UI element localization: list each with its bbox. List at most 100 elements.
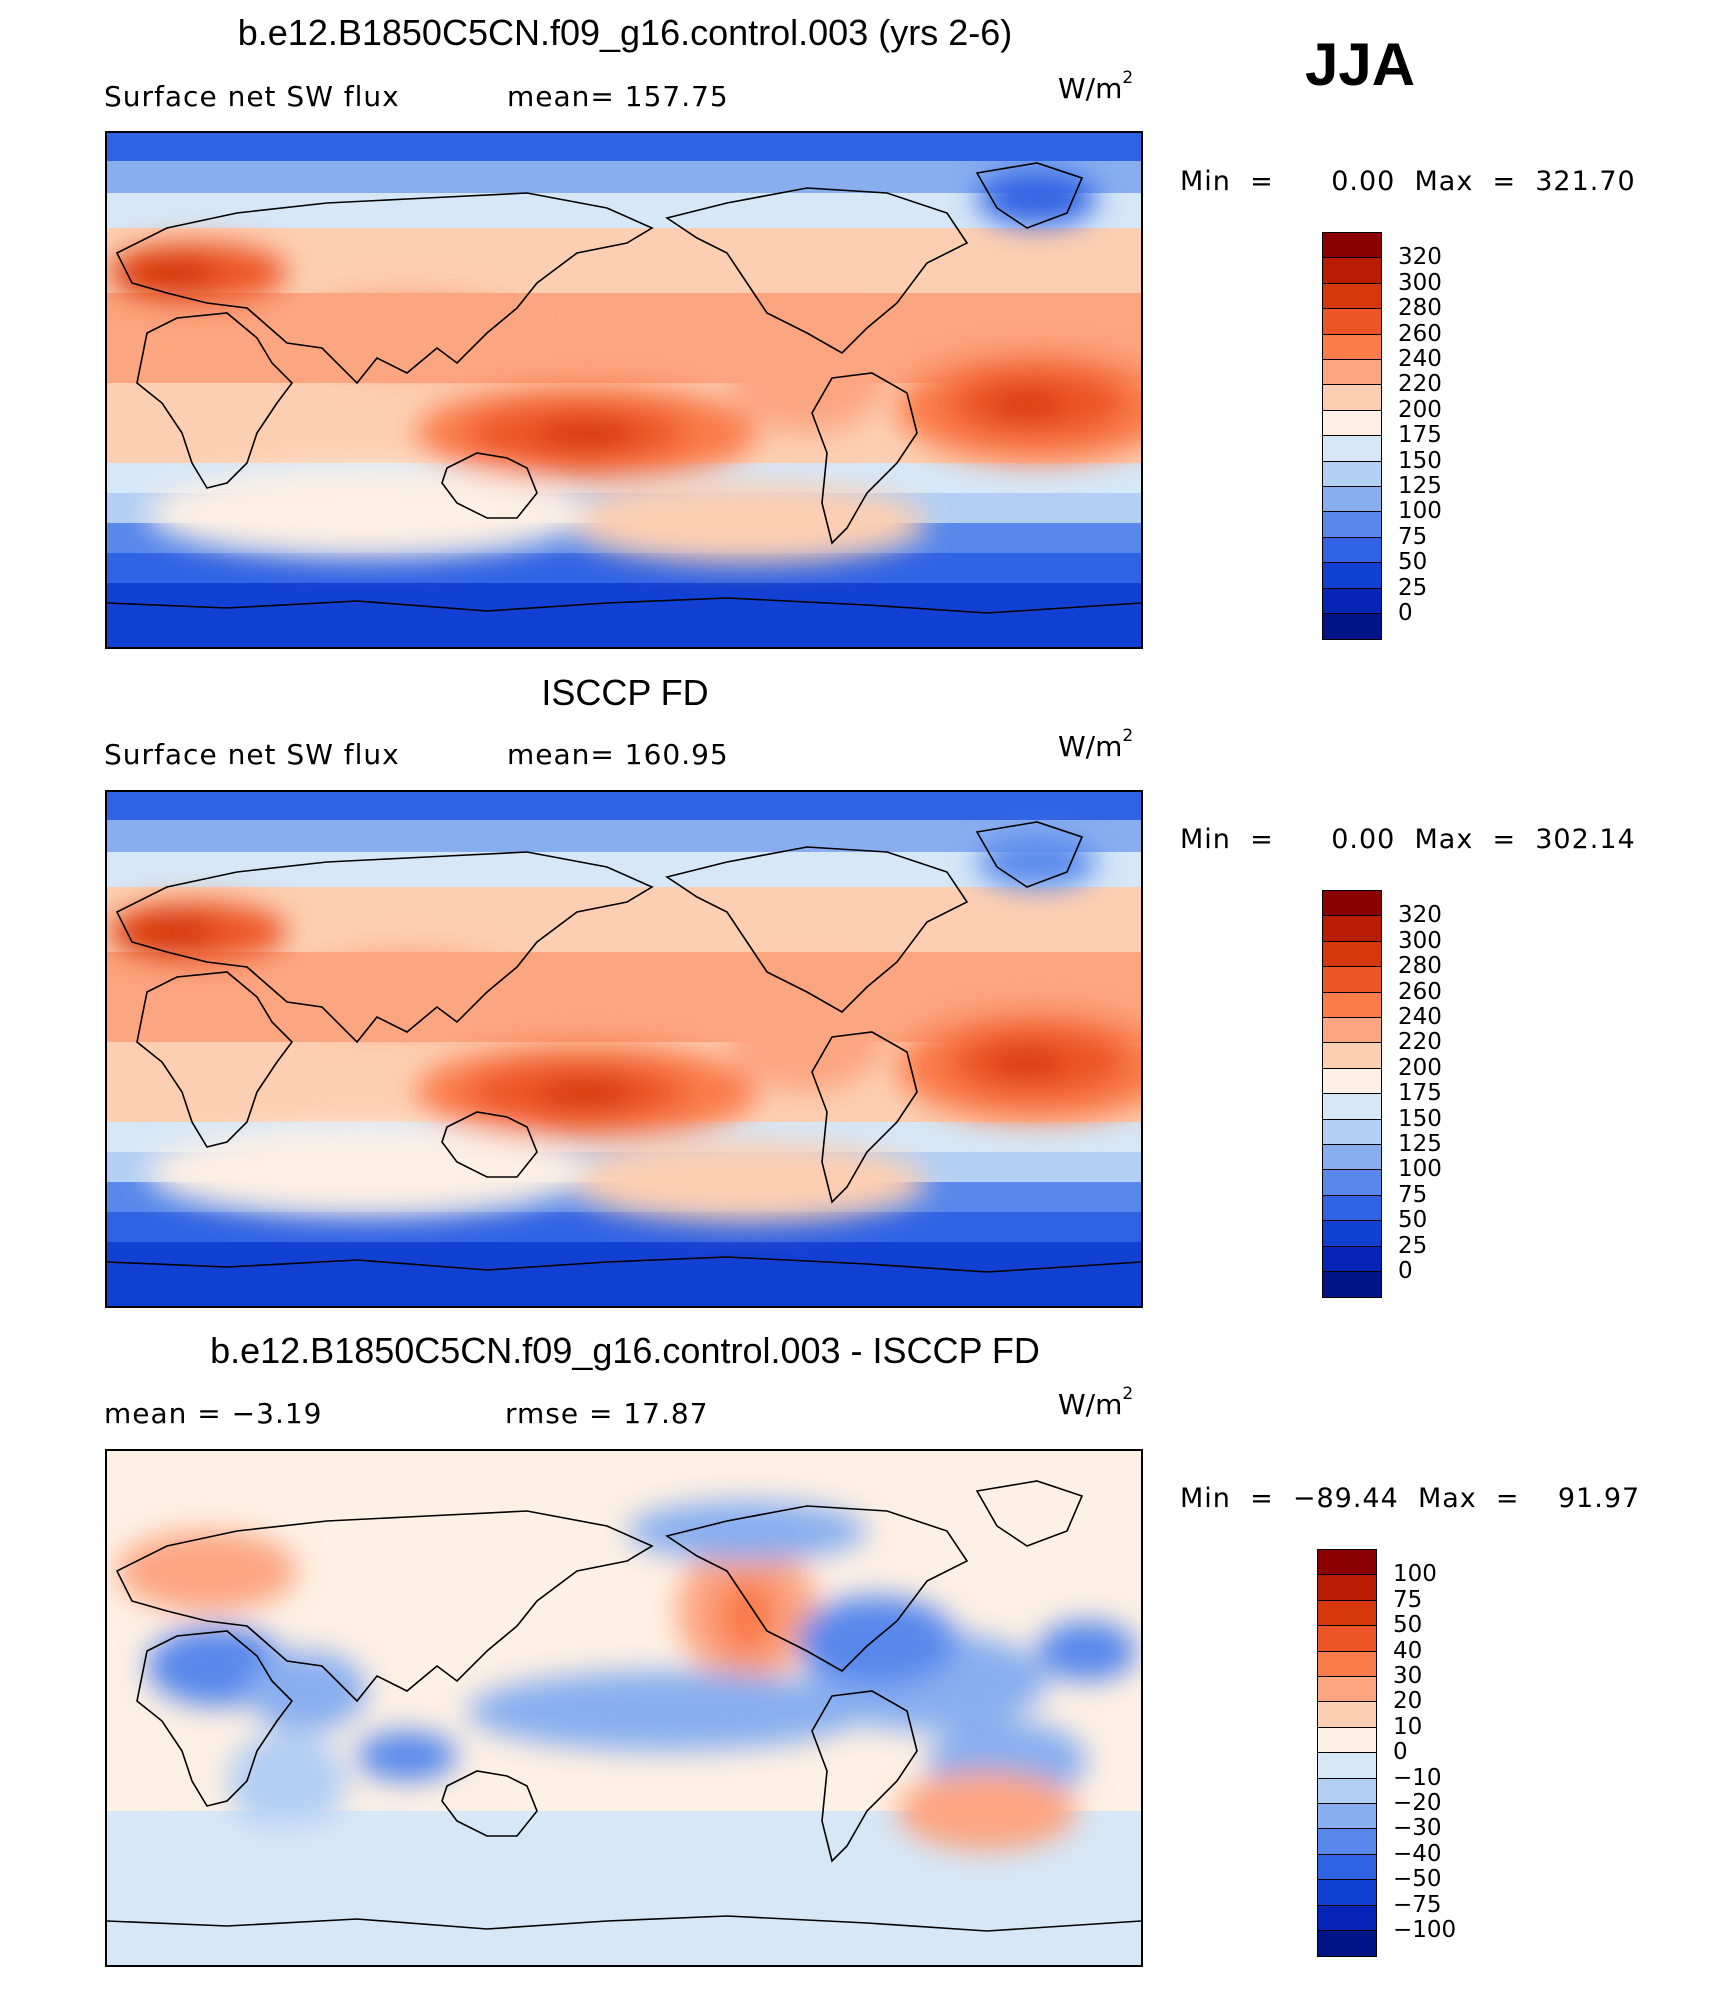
contour-region bbox=[567, 1142, 927, 1222]
latitude-band bbox=[107, 852, 1141, 887]
colorbar-swatch bbox=[1317, 1777, 1377, 1805]
coastline bbox=[107, 1256, 1141, 1273]
colorbar-tick-label: 280 bbox=[1398, 953, 1442, 980]
contour-region bbox=[977, 170, 1097, 226]
colorbar-swatch bbox=[1317, 1803, 1377, 1830]
colorbar-swatch bbox=[1322, 282, 1382, 310]
colorbar-tick-label: 240 bbox=[1398, 1004, 1442, 1030]
contour-region bbox=[727, 972, 887, 1092]
contour-region bbox=[247, 1651, 367, 1731]
latitude-band bbox=[107, 553, 1141, 583]
colorbar-swatch bbox=[1322, 991, 1382, 1019]
colorbar-tick-label: 0 bbox=[1398, 1258, 1413, 1284]
coastline bbox=[975, 1480, 1084, 1547]
contour-region bbox=[157, 1821, 557, 1921]
colorbar-tick-label: 100 bbox=[1398, 1156, 1442, 1183]
colorbar-tick-label: −100 bbox=[1393, 1917, 1457, 1943]
panel-2-units: W/m2 bbox=[1058, 726, 1134, 763]
colorbar-swatch bbox=[1317, 1625, 1377, 1653]
panel-2-title: ISCCP FD bbox=[541, 672, 709, 713]
colorbar-swatch bbox=[1322, 587, 1382, 615]
colorbar-swatch bbox=[1322, 1144, 1382, 1171]
contour-region bbox=[117, 253, 217, 293]
colorbar-swatch bbox=[1317, 1599, 1377, 1627]
colorbar-swatch bbox=[1322, 308, 1382, 336]
coastline bbox=[441, 1770, 538, 1837]
colorbar-tick-label: 10 bbox=[1393, 1713, 1423, 1740]
colorbar-swatch bbox=[1322, 460, 1382, 488]
coastline bbox=[136, 312, 294, 489]
colorbar-swatch bbox=[1322, 435, 1382, 463]
colorbar-swatch bbox=[1322, 1118, 1382, 1146]
latitude-band bbox=[107, 792, 1141, 820]
contour-region bbox=[537, 419, 637, 451]
colorbar-tick-label: −50 bbox=[1393, 1866, 1442, 1893]
colorbar-tick-label: 25 bbox=[1398, 1232, 1428, 1259]
colorbar-tick-label: 320 bbox=[1398, 902, 1442, 929]
contour-region bbox=[117, 912, 217, 952]
contour-region bbox=[1037, 1621, 1137, 1681]
colorbar-tick-label: 50 bbox=[1398, 549, 1428, 576]
colorbar-swatch bbox=[1322, 1220, 1382, 1248]
contour-region bbox=[147, 1127, 587, 1217]
colorbar-tick-label: 220 bbox=[1398, 371, 1442, 398]
latitude-band bbox=[107, 583, 1141, 647]
colorbar-tick-label: −40 bbox=[1393, 1840, 1442, 1867]
colorbar-tick-label: 150 bbox=[1398, 1105, 1442, 1132]
colorbar-tick-label: 175 bbox=[1398, 1080, 1442, 1107]
contour-region bbox=[537, 1078, 637, 1110]
colorbar-swatch bbox=[1317, 1879, 1377, 1907]
colorbar-tick-label: −75 bbox=[1393, 1891, 1442, 1918]
colorbar-swatch bbox=[1322, 1271, 1382, 1298]
latitude-band bbox=[107, 1242, 1141, 1306]
panel-3-minmax: Min = −89.44 Max = 91.97 bbox=[1180, 1483, 1641, 1514]
panel-1-mean-label: mean= 157.75 bbox=[507, 80, 729, 113]
panel-3-mean-label: mean = −3.19 bbox=[104, 1397, 323, 1430]
colorbar-tick-label: 125 bbox=[1398, 473, 1442, 499]
colorbar-swatch bbox=[1322, 1093, 1382, 1121]
coastlines bbox=[107, 162, 1141, 614]
panel-1-minmax: Min = 0.00 Max = 321.70 bbox=[1180, 166, 1636, 197]
colorbar-tick-label: 240 bbox=[1398, 346, 1442, 372]
latitude-band bbox=[107, 193, 1141, 228]
colorbar-swatch bbox=[1322, 1017, 1382, 1044]
colorbar-tick-label: 150 bbox=[1398, 447, 1442, 474]
colorbar-swatch bbox=[1322, 940, 1382, 968]
colorbar-swatch bbox=[1322, 409, 1382, 437]
panel-3-map bbox=[105, 1449, 1143, 1967]
colorbar-swatch bbox=[1322, 384, 1382, 412]
coastline bbox=[136, 971, 294, 1148]
colorbar-swatch bbox=[1322, 915, 1382, 943]
colorbar-tick-label: −30 bbox=[1393, 1815, 1442, 1842]
panel-1-variable-label: Surface net SW flux bbox=[104, 80, 400, 113]
colorbar-swatch bbox=[1317, 1930, 1377, 1957]
panel-2-map bbox=[105, 790, 1143, 1308]
colorbar-tick-label: 320 bbox=[1398, 244, 1442, 271]
coastline bbox=[665, 846, 969, 1013]
colorbar-swatch bbox=[1317, 1650, 1377, 1678]
colorbar-swatch bbox=[1322, 486, 1382, 513]
coastlines bbox=[107, 1480, 1141, 1932]
colorbar-swatch bbox=[1317, 1574, 1377, 1602]
panel-3-title: b.e12.B1850C5CN.f09_g16.control.003 - IS… bbox=[210, 1330, 1040, 1371]
colorbar-tick-label: 75 bbox=[1393, 1586, 1423, 1613]
contour-region bbox=[287, 952, 527, 1032]
colorbar-swatch bbox=[1322, 562, 1382, 590]
coastline bbox=[811, 372, 918, 545]
coastline bbox=[441, 1111, 538, 1178]
contour-region bbox=[627, 1501, 867, 1561]
colorbar-tick-label: 260 bbox=[1398, 978, 1442, 1005]
colorbar-tick-label: 100 bbox=[1398, 498, 1442, 525]
panel-1-title: b.e12.B1850C5CN.f09_g16.control.003 (yrs… bbox=[237, 12, 1013, 53]
coastline bbox=[665, 1505, 969, 1672]
season-label: JJA bbox=[1305, 31, 1416, 98]
latitude-band bbox=[107, 161, 1141, 193]
colorbar-swatch bbox=[1322, 1067, 1382, 1095]
coastline bbox=[115, 192, 654, 385]
colorbar-swatch bbox=[1317, 1828, 1377, 1856]
colorbar-swatch bbox=[1322, 511, 1382, 539]
coastline bbox=[115, 851, 654, 1044]
coastline bbox=[115, 1510, 654, 1703]
colorbar-swatch bbox=[1317, 1853, 1377, 1881]
contour-region bbox=[977, 836, 1097, 888]
